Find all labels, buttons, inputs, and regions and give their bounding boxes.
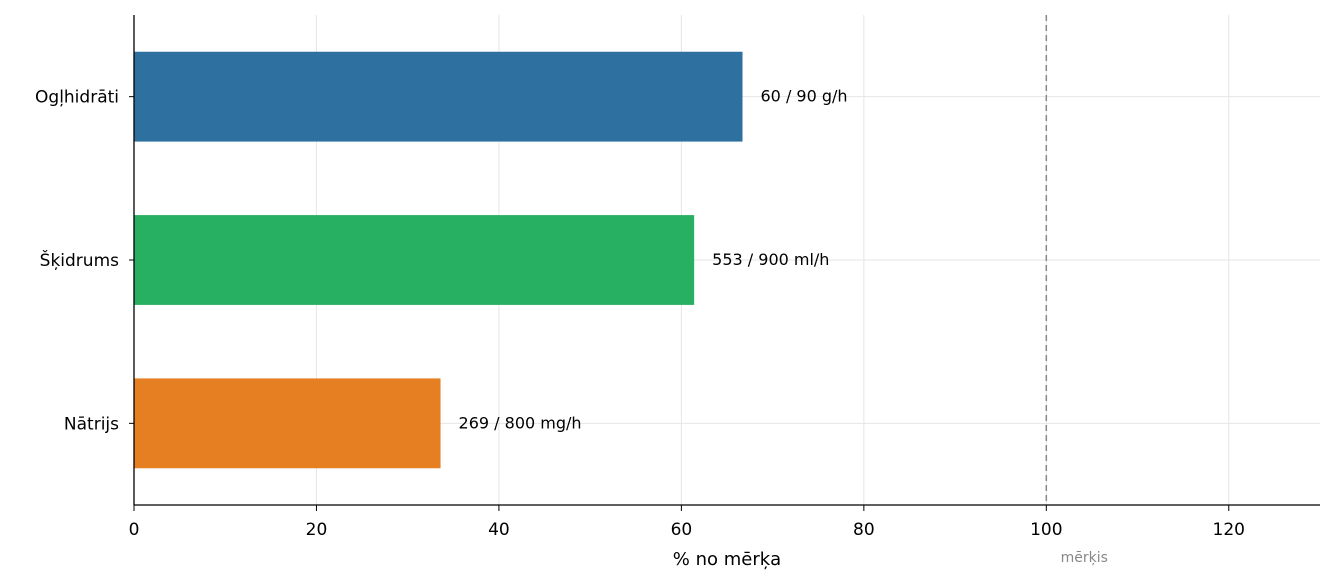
category-label: Ogļhidrāti bbox=[35, 88, 119, 108]
target-label: mērķis bbox=[1061, 550, 1108, 566]
x-tick-label: 20 bbox=[306, 520, 328, 540]
y-axis-categories: Ogļhidrāti Šķidrums Nātrijs bbox=[35, 88, 134, 434]
bar-data-label: 60 / 90 g/h bbox=[761, 87, 848, 106]
bar bbox=[134, 378, 441, 469]
bar bbox=[134, 51, 743, 142]
bar-data-label: 553 / 900 ml/h bbox=[712, 250, 829, 269]
target-line-group: mērķis bbox=[1045, 15, 1108, 566]
x-axis-ticks: 0 20 40 60 80 100 120 bbox=[129, 505, 1245, 540]
category-label: Šķidrums bbox=[40, 249, 119, 271]
x-tick-label: 80 bbox=[853, 520, 875, 540]
x-tick-label: 40 bbox=[488, 520, 510, 540]
x-tick-label: 60 bbox=[671, 520, 693, 540]
bar bbox=[134, 215, 695, 305]
x-axis-title: % no mērķa bbox=[673, 549, 781, 570]
category-label: Nātrijs bbox=[64, 414, 119, 434]
bars: 60 / 90 g/h 553 / 900 ml/h 269 / 800 mg/h bbox=[134, 51, 848, 469]
x-tick-label: 0 bbox=[129, 520, 140, 540]
x-tick-label: 120 bbox=[1213, 520, 1245, 540]
x-tick-label: 100 bbox=[1030, 520, 1062, 540]
bar-data-label: 269 / 800 mg/h bbox=[459, 413, 582, 432]
